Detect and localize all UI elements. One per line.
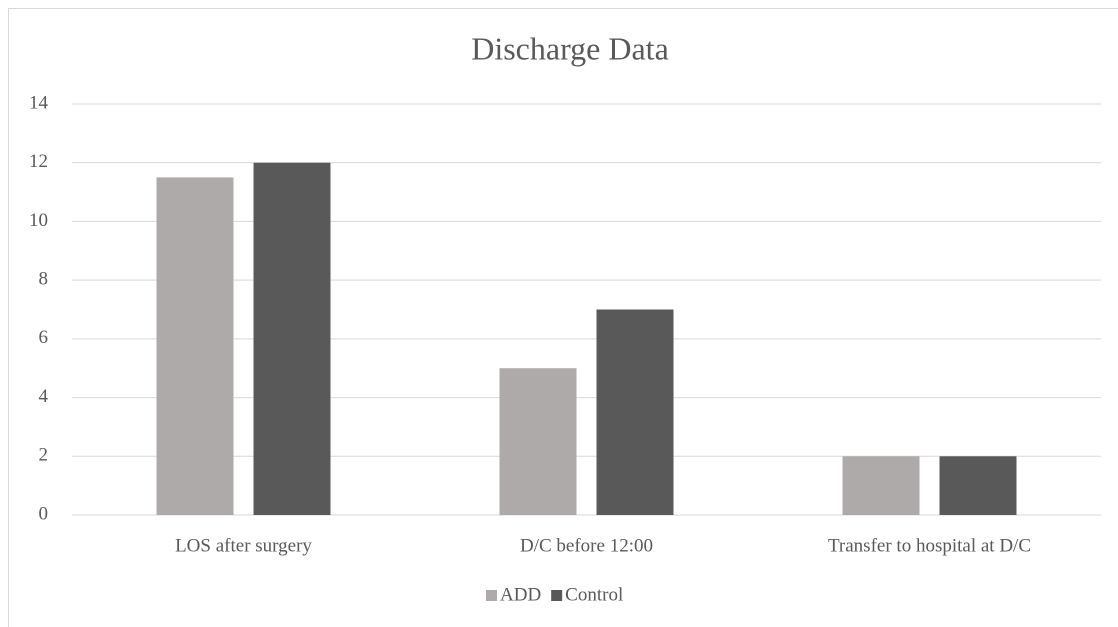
bar — [596, 309, 674, 515]
y-tick-label: 10 — [29, 210, 48, 231]
y-tick-label: 2 — [39, 445, 49, 466]
y-tick-label: 8 — [39, 269, 49, 290]
legend-swatch — [486, 590, 497, 601]
chart-title: Discharge Data — [471, 30, 669, 66]
y-tick-label: 0 — [39, 503, 49, 524]
bar — [156, 177, 234, 515]
y-tick-label: 14 — [29, 92, 49, 113]
x-tick-label: Transfer to hospital at D/C — [828, 535, 1031, 556]
bar — [253, 162, 331, 515]
x-tick-label: LOS after surgery — [175, 535, 312, 556]
legend-swatch — [551, 590, 563, 601]
x-tick-label: D/C before 12:00 — [520, 535, 653, 556]
y-tick-label: 4 — [39, 386, 49, 407]
y-tick-label: 6 — [39, 327, 49, 348]
bar — [939, 456, 1017, 515]
legend-label: ADD — [500, 584, 541, 605]
y-tick-label: 12 — [29, 151, 48, 172]
bar — [842, 456, 920, 515]
legend-label: Control — [565, 584, 623, 605]
bar — [499, 368, 577, 515]
